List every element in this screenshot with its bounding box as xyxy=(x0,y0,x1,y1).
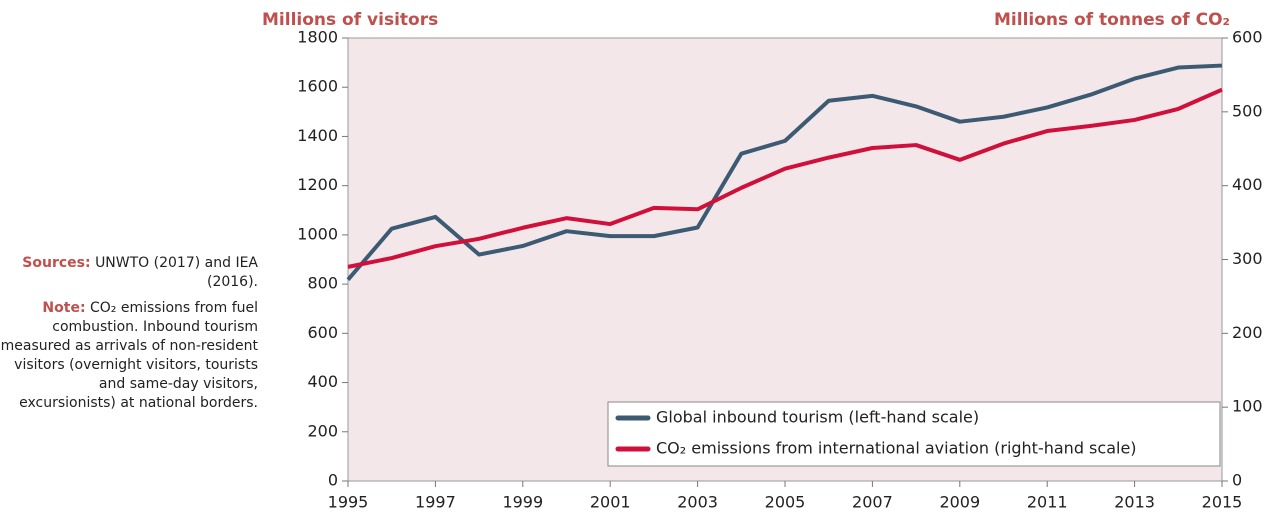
series-line xyxy=(346,63,1223,281)
y2-tick-label: 0 xyxy=(1232,471,1242,490)
y-tick-label: 200 xyxy=(307,421,338,440)
legend-label: CO₂ emissions from international aviatio… xyxy=(656,439,1137,458)
x-tick-label: 2015 xyxy=(1202,493,1243,512)
x-tick-label: 1999 xyxy=(502,493,543,512)
y-axis-title: Millions of visitors xyxy=(262,10,438,30)
y-tick-label: 1000 xyxy=(297,224,338,243)
x-tick-label: 2007 xyxy=(852,493,893,512)
note: Sources: UNWTO (2017) and IEA (2016). xyxy=(0,254,258,292)
y2-axis-title: Millions of tonnes of CO₂ xyxy=(994,10,1230,30)
note-label: Sources: xyxy=(22,255,91,271)
y-tick-label: 0 xyxy=(328,471,338,490)
y2-tick-label: 100 xyxy=(1232,397,1263,416)
x-tick-label: 1995 xyxy=(328,493,369,512)
note-text: UNWTO (2017) and IEA (2016). xyxy=(95,255,258,290)
y-tick-label: 600 xyxy=(307,323,338,342)
x-tick-label: 2005 xyxy=(765,493,806,512)
note: Note: CO₂ emissions from fuel combustion… xyxy=(0,299,258,413)
y2-tick-label: 400 xyxy=(1232,175,1263,194)
y-tick-label: 1600 xyxy=(297,77,338,96)
y2-tick-label: 200 xyxy=(1232,323,1263,342)
notes: Sources: UNWTO (2017) and IEA (2016). Not… xyxy=(0,254,258,420)
y-tick-label: 1800 xyxy=(297,28,338,47)
note-label: Note: xyxy=(42,300,86,316)
y-tick-label: 1200 xyxy=(297,175,338,194)
x-tick-label: 2013 xyxy=(1114,493,1155,512)
y2-tick-label: 600 xyxy=(1232,28,1263,47)
note-text: CO₂ emissions from fuel combustion. Inbo… xyxy=(0,300,258,411)
y-tick-label: 400 xyxy=(307,372,338,391)
x-tick-label: 2011 xyxy=(1027,493,1068,512)
series-line xyxy=(347,87,1223,269)
x-tick-label: 2009 xyxy=(939,493,980,512)
y2-tick-label: 300 xyxy=(1232,249,1263,268)
x-tick-label: 2003 xyxy=(677,493,718,512)
y-tick-label: 1400 xyxy=(297,126,338,145)
legend-label: Global inbound tourism (left-hand scale) xyxy=(656,408,979,427)
y-tick-label: 800 xyxy=(307,274,338,293)
x-tick-label: 1997 xyxy=(415,493,456,512)
legend-box xyxy=(607,401,1221,467)
x-tick-label: 2001 xyxy=(590,493,631,512)
y2-tick-label: 500 xyxy=(1232,101,1263,120)
